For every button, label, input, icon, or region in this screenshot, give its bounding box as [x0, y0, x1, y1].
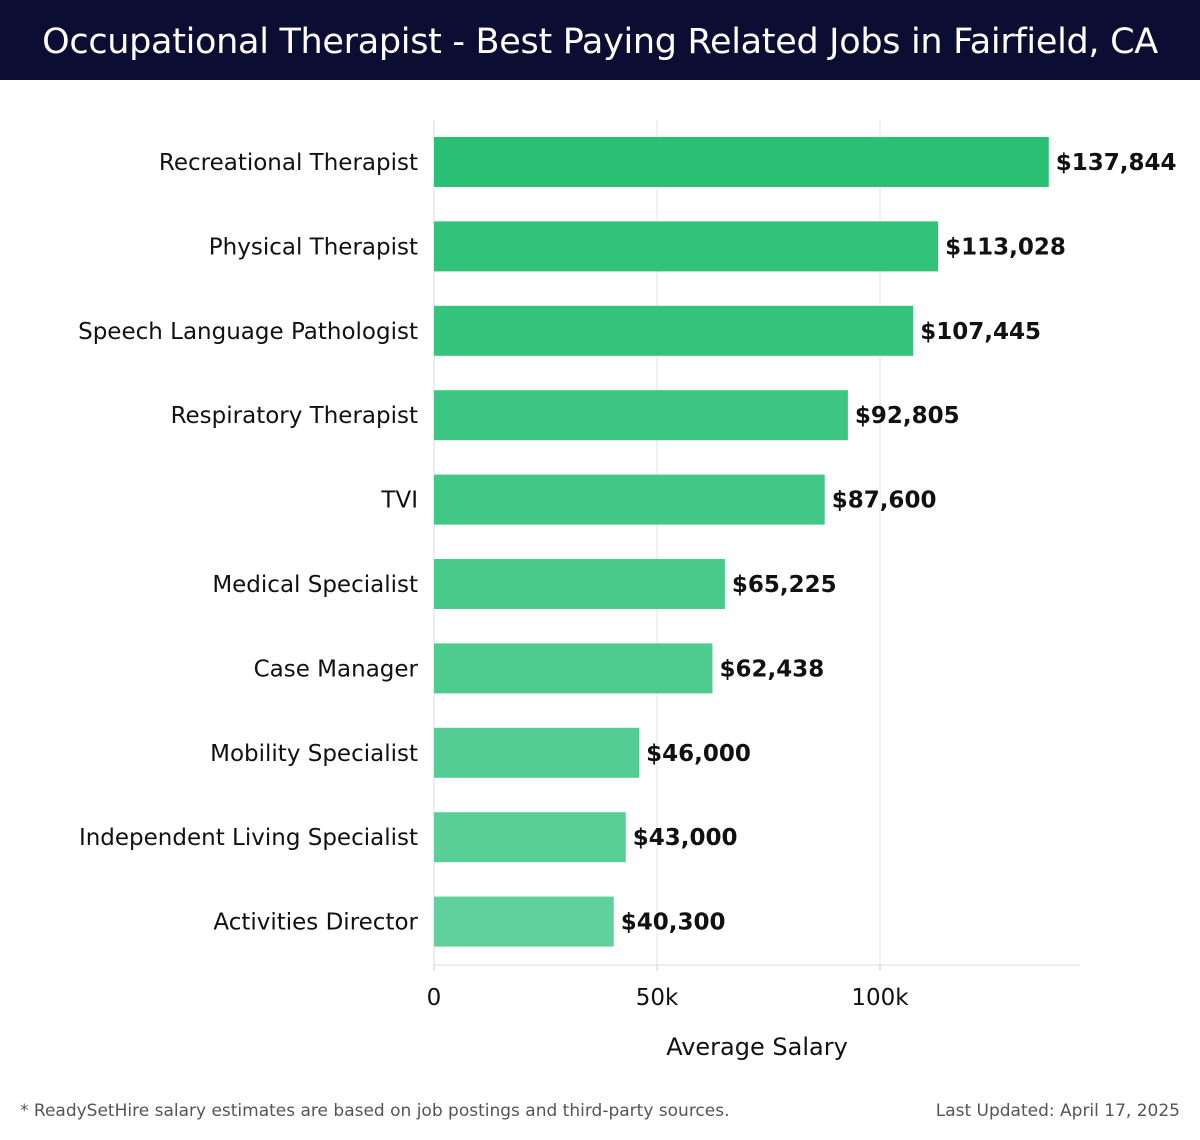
value-label: $107,445 [920, 319, 1041, 345]
x-axis-title: Average Salary [666, 1033, 848, 1061]
category-label: Case Manager [254, 656, 419, 682]
bar [434, 896, 614, 947]
footer-note: * ReadySetHire salary estimates are base… [20, 1101, 730, 1121]
x-tick-label: 0 [427, 985, 442, 1011]
bar [434, 812, 626, 863]
bar [434, 474, 825, 525]
category-label: Respiratory Therapist [171, 403, 418, 429]
category-label: Mobility Specialist [210, 741, 418, 767]
bar [434, 390, 848, 441]
value-label: $92,805 [855, 403, 960, 429]
x-tick-label: 50k [636, 985, 679, 1011]
value-label: $113,028 [945, 234, 1066, 260]
category-label: Physical Therapist [209, 234, 418, 260]
value-label: $137,844 [1056, 150, 1177, 176]
value-label: $87,600 [832, 488, 937, 514]
category-label: Speech Language Pathologist [78, 319, 418, 345]
bar [434, 221, 939, 272]
bar [434, 643, 713, 694]
category-label: Independent Living Specialist [79, 825, 418, 851]
value-label: $40,300 [621, 910, 726, 936]
last-updated: Last Updated: April 17, 2025 [935, 1101, 1180, 1121]
x-tick-label: 100k [851, 985, 909, 1011]
value-label: $46,000 [646, 741, 751, 767]
value-label: $65,225 [732, 572, 837, 598]
bar [434, 305, 914, 356]
header-bar: Occupational Therapist - Best Paying Rel… [0, 0, 1200, 80]
bar [434, 137, 1049, 187]
value-label: $62,438 [719, 656, 824, 682]
bar [434, 727, 640, 778]
bar-chart: Recreational Therapist $137,844 Physical T… [78, 120, 1177, 1061]
bar [434, 559, 725, 609]
category-label: Recreational Therapist [159, 150, 418, 176]
page-title: Occupational Therapist - Best Paying Rel… [42, 22, 1158, 62]
category-label: Activities Director [213, 910, 418, 936]
value-label: $43,000 [633, 825, 738, 851]
category-label: TVI [380, 488, 418, 514]
category-label: Medical Specialist [212, 572, 418, 598]
